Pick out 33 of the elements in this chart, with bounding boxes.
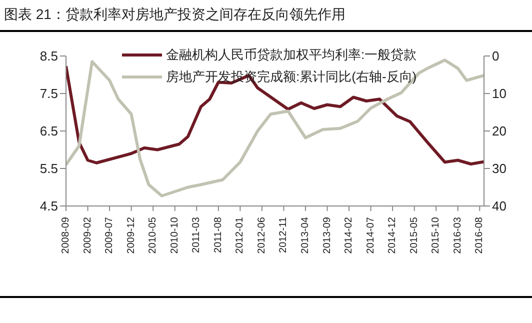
x-tick-label: 2016-03 xyxy=(452,216,464,254)
x-tick-label: 2010-05 xyxy=(148,216,159,254)
line-series xyxy=(66,64,484,166)
x-tick-label: 2015-10 xyxy=(430,216,442,254)
x-tick-label: 2013-09 xyxy=(322,216,333,254)
legend-label: 金融机构人民币贷款加权平均利率:一般贷款 xyxy=(166,46,417,64)
y-tick-label: 4.5 xyxy=(40,198,58,214)
x-tick-label: 2012-01 xyxy=(234,216,246,254)
y2-tick-label: 30 xyxy=(492,161,506,176)
x-tick-label: 2015-05 xyxy=(408,216,420,254)
x-tick-label: 2011-03 xyxy=(191,216,202,253)
y2-tick-label: 20 xyxy=(492,124,506,139)
x-tick-label: 2010-10 xyxy=(169,216,180,254)
x-tick-label: 2009-07 xyxy=(104,216,116,254)
x-tick-label: 2009-12 xyxy=(126,216,137,254)
y-tick-label: 6.5 xyxy=(40,124,58,139)
y-tick-label: 8.5 xyxy=(40,48,58,64)
y2-tick-label: 10 xyxy=(492,86,506,102)
x-tick-label: 2016-08 xyxy=(474,216,486,254)
chart-title: 图表 21：贷款利率对房地产投资之间存在反向领先作用 xyxy=(4,6,346,24)
x-tick-label: 2012-11 xyxy=(278,216,290,253)
y2-tick-label: 0 xyxy=(492,48,500,64)
x-tick-label: 2014-12 xyxy=(387,216,398,254)
y2-tick-label: 40 xyxy=(492,198,506,214)
x-tick-label: 2012-06 xyxy=(256,216,268,254)
x-tick-label: 2011-08 xyxy=(212,216,224,253)
x-tick-label: 2013-04 xyxy=(300,216,311,254)
y-tick-label: 7.5 xyxy=(40,86,58,102)
x-tick-label: 2014-02 xyxy=(344,216,355,254)
y-tick-label: 5.5 xyxy=(40,161,58,176)
x-tick-label: 2008-09 xyxy=(60,216,72,254)
x-tick-label: 2014-07 xyxy=(365,216,376,254)
x-tick-label: 2009-02 xyxy=(82,216,94,254)
